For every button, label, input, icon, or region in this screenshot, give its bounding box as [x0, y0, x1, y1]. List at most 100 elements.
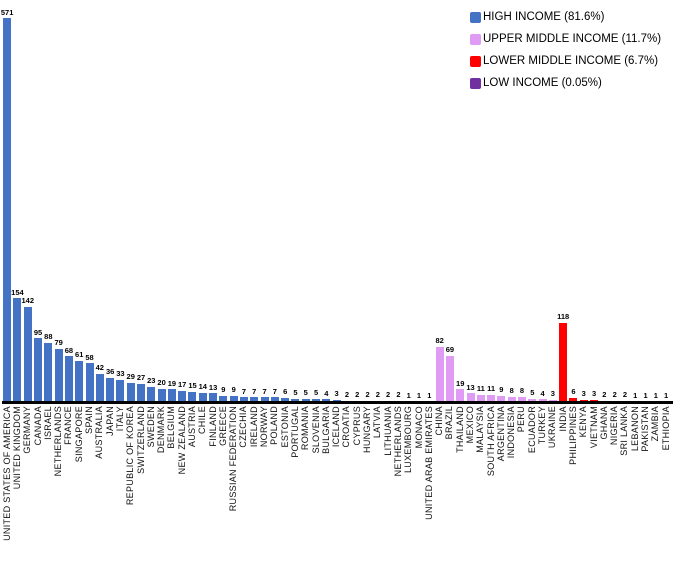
bar-value-label: 5: [313, 388, 319, 398]
bar: [229, 395, 238, 402]
x-label-slot: INDIA: [558, 406, 568, 586]
x-label-slot: GREECE: [218, 406, 228, 586]
x-label-slot: AUSTRALIA: [94, 406, 105, 586]
legend-label: LOWER MIDDLE INCOME (6.7%): [483, 55, 659, 67]
category-label: CHILE: [197, 406, 208, 435]
x-label-slot: LITHUANIA: [383, 406, 393, 586]
bar-slot: 3: [579, 0, 589, 402]
category-label: BRAZIL: [444, 406, 455, 440]
bar-slot: 1: [404, 0, 414, 402]
bar: [291, 398, 300, 402]
bar: [23, 306, 32, 402]
bar-value-label: 1: [653, 390, 658, 400]
bar: [466, 393, 475, 402]
bar-slot: 13: [208, 0, 218, 402]
category-label: ARGENTINA: [495, 406, 506, 462]
legend-item: HIGH INCOME (81.6%): [470, 6, 661, 28]
bar-value-label: 1: [643, 390, 648, 400]
bar: [487, 394, 496, 402]
bar: [34, 338, 43, 402]
category-label: CZECHIA: [238, 406, 249, 448]
bar-value-label: 118: [557, 312, 570, 322]
bar-value-label: 2: [602, 390, 607, 400]
bar: [559, 322, 568, 402]
x-label-slot: IRELAND: [249, 406, 259, 586]
x-label-slot: CZECHIA: [238, 406, 249, 586]
category-label: FINLAND: [207, 406, 218, 447]
bar-value-label: 27: [136, 373, 146, 383]
bar: [13, 298, 22, 402]
bar-value-label: 2: [612, 390, 617, 400]
x-label-slot: ARGENTINA: [496, 406, 506, 586]
x-label-slot: MONACO: [414, 406, 424, 586]
bar: [456, 389, 465, 402]
category-label: LEBANON: [629, 406, 640, 452]
bar: [590, 399, 599, 402]
bar: [85, 363, 94, 402]
bar-slot: 5: [290, 0, 300, 402]
bar-value-label: 2: [355, 390, 360, 400]
bar: [3, 18, 12, 402]
bar-slot: 3: [548, 0, 558, 402]
legend-item: UPPER MIDDLE INCOME (11.7%): [470, 28, 661, 50]
category-label: POLAND: [269, 406, 280, 445]
bar-value-label: 2: [365, 390, 370, 400]
category-label: REPUBLIC OF KOREA: [125, 406, 136, 506]
category-label: CANADA: [32, 406, 43, 446]
bar-slot: 95: [33, 0, 43, 402]
bar-slot: 42: [95, 0, 105, 402]
x-label-slot: LEBANON: [630, 406, 640, 586]
x-label-slot: LATVIA: [372, 406, 383, 586]
category-label: LUXEMBOURG: [403, 406, 414, 474]
category-label: PERU: [516, 406, 527, 433]
category-label: AUSTRIA: [186, 406, 197, 448]
x-label-slot: THAILAND: [455, 406, 465, 586]
category-label: SINGAPORE: [73, 406, 84, 463]
bar-value-label: 23: [147, 376, 156, 386]
bar: [270, 397, 279, 402]
bar-value-label: 2: [344, 390, 350, 400]
x-label-slot: SINGAPORE: [74, 406, 84, 586]
bar-value-label: 5: [293, 388, 298, 398]
bar: [312, 398, 321, 402]
category-label: ICELAND: [331, 406, 342, 448]
x-label-slot: REPUBLIC OF KOREA: [125, 406, 136, 586]
bar-value-label: 33: [116, 369, 125, 379]
bar-value-label: 142: [21, 296, 34, 306]
legend-swatch-upper_middle: [470, 33, 481, 45]
bar-slot: 7: [249, 0, 259, 402]
category-label: RUSSIAN FEDERATION: [228, 406, 239, 512]
bar: [209, 393, 218, 402]
bar: [75, 360, 84, 402]
category-label: BELGIUM: [166, 406, 177, 449]
bar-value-label: 9: [221, 385, 226, 395]
bar-value-label: 4: [540, 388, 545, 398]
bar-value-label: 19: [167, 378, 177, 388]
bar: [538, 399, 547, 402]
x-label-slot: UKRAINE: [547, 406, 558, 586]
bar-value-label: 3: [550, 389, 555, 399]
bar-value-label: 2: [375, 390, 380, 400]
bar-slot: 15: [187, 0, 197, 402]
bar-value-label: 61: [75, 350, 84, 360]
category-label: IRELAND: [248, 406, 259, 448]
category-label: MEXICO: [465, 406, 475, 444]
bar-value-label: 11: [476, 384, 485, 394]
category-label: DENMARK: [156, 406, 167, 454]
bar-value-label: 7: [241, 386, 247, 396]
bar: [497, 395, 506, 402]
category-label: VIETNAM: [588, 406, 599, 449]
bar: [157, 388, 166, 402]
x-label-slot: INDONESIA: [506, 406, 517, 586]
bar-value-label: 13: [466, 382, 475, 392]
x-axis-labels: UNITED STATES OF AMERICA UNITED KINGDOM GE…: [2, 406, 672, 586]
bar-slot: 3: [332, 0, 342, 402]
bar-value-label: 7: [262, 386, 267, 396]
legend-item: LOWER MIDDLE INCOME (6.7%): [470, 50, 661, 72]
bar-value-label: 82: [435, 336, 444, 346]
bar-slot: 8: [507, 0, 517, 402]
bar: [198, 392, 207, 402]
bar-value-label: 8: [509, 386, 514, 396]
bar: [517, 396, 526, 402]
